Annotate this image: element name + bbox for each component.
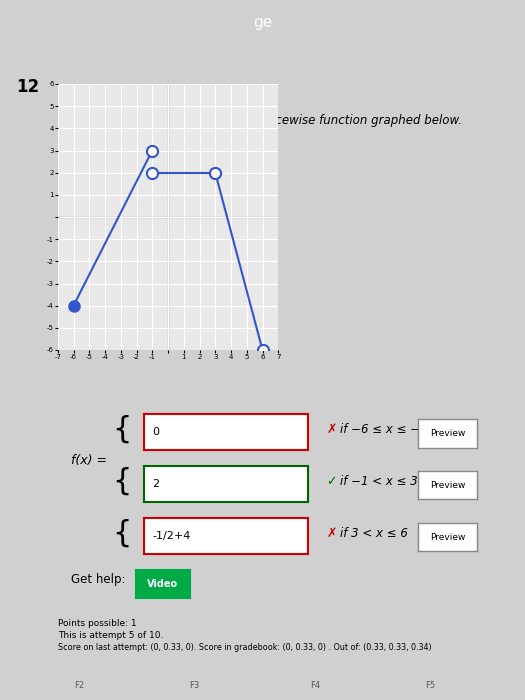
Text: ✓: ✓ xyxy=(327,475,337,488)
Text: {: { xyxy=(112,415,131,444)
Text: F2: F2 xyxy=(74,681,84,690)
Text: Score on last attempt: (0, 0.33, 0). Score in gradebook: (0, 0.33, 0) . Out of: : Score on last attempt: (0, 0.33, 0). Sco… xyxy=(58,643,432,652)
Text: Get help:: Get help: xyxy=(71,573,125,586)
Text: ✗: ✗ xyxy=(327,423,337,436)
Text: Complete the description of the piecewise function graphed below.: Complete the description of the piecewis… xyxy=(66,113,463,127)
Text: Preview: Preview xyxy=(430,533,465,542)
Text: Preview: Preview xyxy=(430,429,465,438)
Text: ge: ge xyxy=(253,15,272,30)
Text: if 3 < x ≤ 6: if 3 < x ≤ 6 xyxy=(340,526,408,540)
Text: if −6 ≤ x ≤ −1: if −6 ≤ x ≤ −1 xyxy=(340,423,428,436)
Text: ✗: ✗ xyxy=(327,526,337,540)
Text: {: { xyxy=(112,519,131,547)
Text: f(x) =: f(x) = xyxy=(71,454,107,467)
Text: {: { xyxy=(112,467,131,496)
Text: F5: F5 xyxy=(425,681,436,690)
Text: F4: F4 xyxy=(310,681,320,690)
Text: -1/2+4: -1/2+4 xyxy=(152,531,191,540)
Text: 2: 2 xyxy=(152,479,159,489)
Text: 0: 0 xyxy=(152,427,159,437)
Text: Points possible: 1: Points possible: 1 xyxy=(58,620,136,629)
Text: This is attempt 5 of 10.: This is attempt 5 of 10. xyxy=(58,631,163,640)
Text: F3: F3 xyxy=(189,681,200,690)
Text: Video: Video xyxy=(146,579,177,589)
Text: if −1 < x ≤ 3: if −1 < x ≤ 3 xyxy=(340,475,418,488)
Text: 12: 12 xyxy=(16,78,39,97)
Text: Preview: Preview xyxy=(430,481,465,490)
